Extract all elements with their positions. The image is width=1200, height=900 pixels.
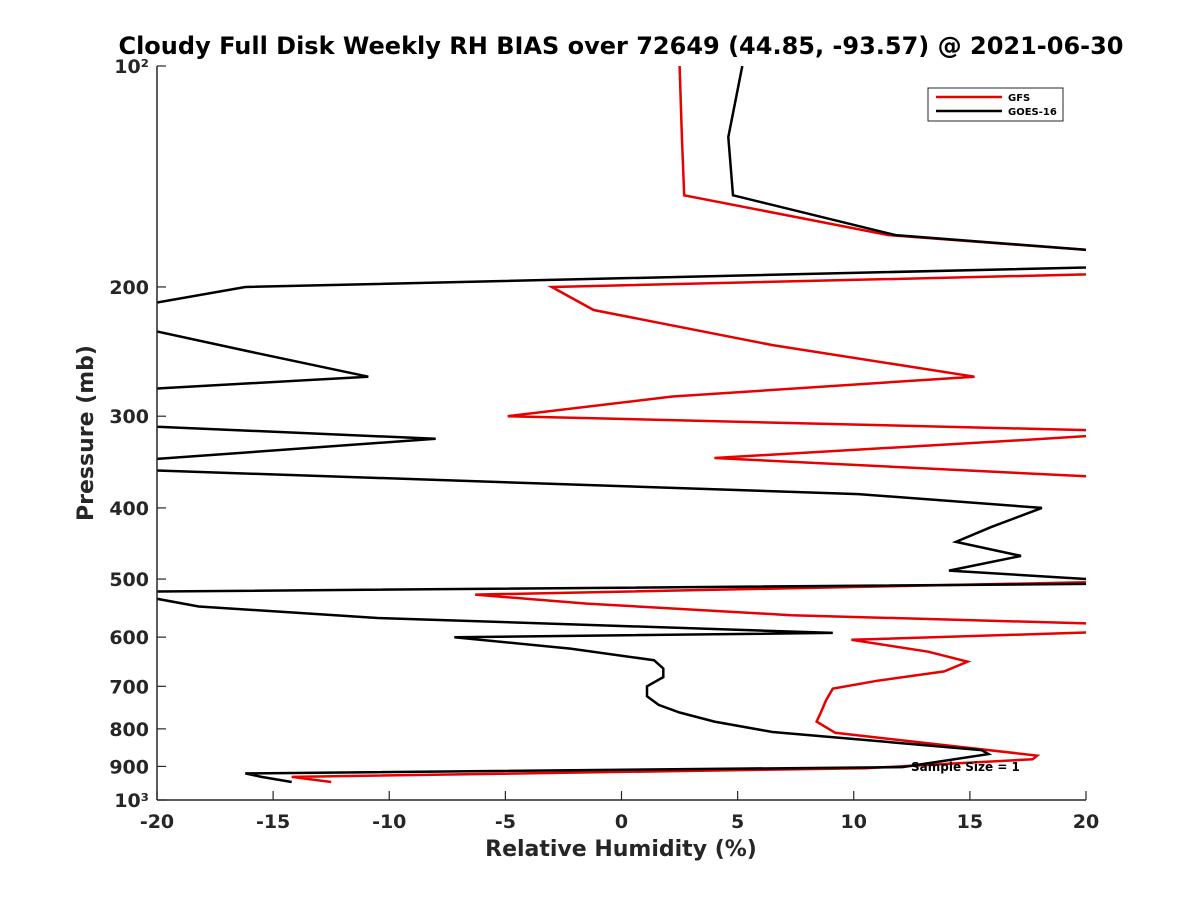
y-tick-label: 500 [109, 569, 149, 591]
y-ticks: 10² 200 300 400 500 600 700 800 900 10³ [109, 56, 166, 812]
chart-title: Cloudy Full Disk Weekly RH BIAS over 726… [118, 32, 1123, 60]
y-tick-label: 900 [109, 756, 149, 778]
y-tick-label: 800 [109, 719, 149, 741]
series-layer [157, 66, 1086, 784]
plot-area: -20 -15 -10 -5 0 5 10 15 20 10² 200 300 400 500 600 70… [109, 56, 1099, 833]
x-axis-label: Relative Humidity (%) [485, 837, 757, 862]
x-tick-label: -10 [372, 811, 406, 833]
y-tick-label: 10³ [114, 790, 149, 812]
legend: GFS GOES-16 [927, 87, 1064, 122]
y-tick-label: 200 [109, 277, 149, 299]
legend-label-goes16: GOES-16 [1008, 107, 1057, 118]
y-axis-label: Pressure (mb) [74, 345, 99, 521]
x-tick-label: 10 [841, 811, 867, 833]
series-line-goes16 [157, 66, 1086, 784]
x-tick-label: -5 [495, 811, 516, 833]
x-tick-label: -15 [256, 811, 290, 833]
x-tick-label: 0 [615, 811, 628, 833]
series-line-gfs [291, 66, 1086, 784]
x-tick-label: 20 [1073, 811, 1099, 833]
legend-box [927, 87, 1064, 122]
y-tick-label: 400 [109, 498, 149, 520]
y-tick-label: 600 [109, 627, 149, 649]
y-tick-label: 10² [114, 56, 149, 78]
legend-label-gfs: GFS [1008, 93, 1030, 104]
sample-size-annotation: Sample Size = 1 [911, 760, 1020, 774]
x-ticks: -20 -15 -10 -5 0 5 10 15 20 [140, 791, 1099, 833]
x-tick-label: -20 [140, 811, 174, 833]
y-tick-label: 700 [109, 676, 149, 698]
x-tick-label: 5 [731, 811, 744, 833]
x-tick-label: 15 [957, 811, 983, 833]
y-tick-label: 300 [109, 406, 149, 428]
